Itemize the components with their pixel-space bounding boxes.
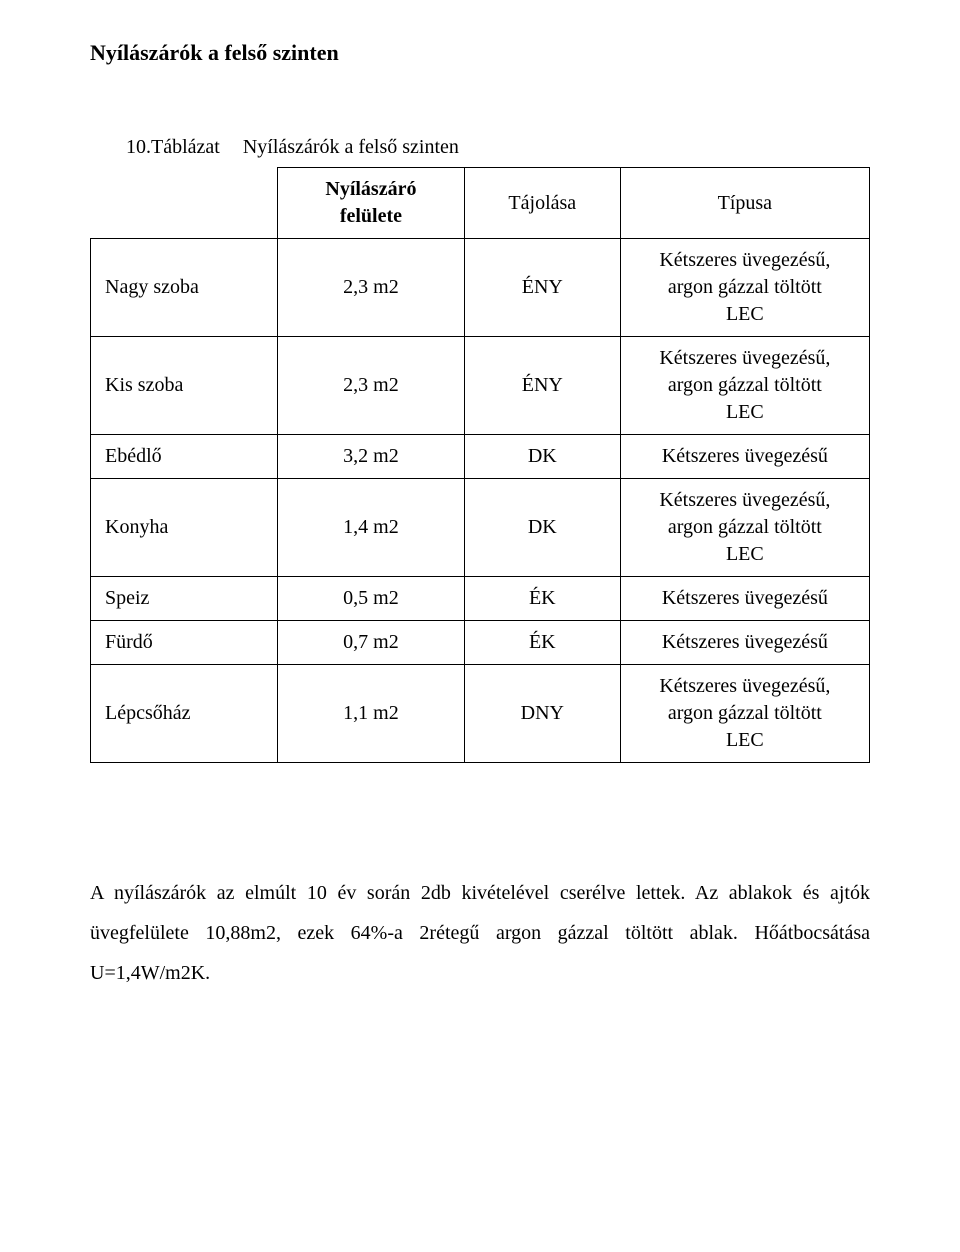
body-paragraph: A nyílászárók az elmúlt 10 év során 2db … [90,873,870,993]
header-type: Típusa [620,168,869,239]
document-page: Nyílászárók a felső szinten 10.Táblázat … [0,0,960,1252]
type-line: Kétszeres üvegezésű, [659,489,830,511]
cell-room: Nagy szoba [91,239,278,337]
type-line: LEC [726,303,764,325]
header-area: Nyílászáró felülete [277,168,464,239]
table-row: Kis szoba 2,3 m2 ÉNY Kétszeres üvegezésű… [91,337,870,435]
page-title: Nyílászárók a felső szinten [90,40,870,66]
cell-area: 0,5 m2 [277,577,464,621]
cell-orientation: ÉK [464,577,620,621]
table-row: Fürdő 0,7 m2 ÉK Kétszeres üvegezésű [91,621,870,665]
caption-text: Nyílászárók a felső szinten [243,136,459,158]
type-line: LEC [726,401,764,423]
cell-orientation: DK [464,435,620,479]
type-line: argon gázzal töltött [668,374,822,396]
table-caption: 10.Táblázat Nyílászárók a felső szinten [126,136,870,159]
cell-orientation: DK [464,479,620,577]
type-line: Kétszeres üvegezésű, [659,675,830,697]
table-header-row: Nyílászáró felülete Tájolása Típusa [91,168,870,239]
cell-type: Kétszeres üvegezésű [620,577,869,621]
cell-orientation: DNY [464,665,620,763]
cell-area: 1,4 m2 [277,479,464,577]
cell-orientation: ÉNY [464,239,620,337]
cell-type: Kétszeres üvegezésű [620,435,869,479]
type-line: Kétszeres üvegezésű, [659,249,830,271]
cell-area: 2,3 m2 [277,337,464,435]
header-empty [91,168,278,239]
header-area-line2: felülete [340,205,402,227]
cell-area: 0,7 m2 [277,621,464,665]
cell-room: Ebédlő [91,435,278,479]
cell-area: 2,3 m2 [277,239,464,337]
cell-orientation: ÉK [464,621,620,665]
caption-number: 10.Táblázat [126,136,220,159]
cell-area: 1,1 m2 [277,665,464,763]
cell-room: Kis szoba [91,337,278,435]
table-row: Speiz 0,5 m2 ÉK Kétszeres üvegezésű [91,577,870,621]
type-line: argon gázzal töltött [668,702,822,724]
table-row: Konyha 1,4 m2 DK Kétszeres üvegezésű, ar… [91,479,870,577]
cell-type: Kétszeres üvegezésű, argon gázzal töltöt… [620,239,869,337]
cell-room: Fürdő [91,621,278,665]
cell-room: Speiz [91,577,278,621]
openings-table: Nyílászáró felülete Tájolása Típusa Nagy… [90,167,870,763]
cell-type: Kétszeres üvegezésű, argon gázzal töltöt… [620,337,869,435]
cell-orientation: ÉNY [464,337,620,435]
cell-room: Lépcsőház [91,665,278,763]
type-line: Kétszeres üvegezésű, [659,347,830,369]
table-row: Ebédlő 3,2 m2 DK Kétszeres üvegezésű [91,435,870,479]
type-line: argon gázzal töltött [668,276,822,298]
header-orientation: Tájolása [464,168,620,239]
table-row: Lépcsőház 1,1 m2 DNY Kétszeres üvegezésű… [91,665,870,763]
cell-type: Kétszeres üvegezésű, argon gázzal töltöt… [620,479,869,577]
type-line: LEC [726,543,764,565]
cell-type: Kétszeres üvegezésű [620,621,869,665]
type-line: argon gázzal töltött [668,516,822,538]
type-line: LEC [726,729,764,751]
header-area-line1: Nyílászáró [325,178,416,200]
cell-room: Konyha [91,479,278,577]
cell-area: 3,2 m2 [277,435,464,479]
table-row: Nagy szoba 2,3 m2 ÉNY Kétszeres üvegezés… [91,239,870,337]
cell-type: Kétszeres üvegezésű, argon gázzal töltöt… [620,665,869,763]
